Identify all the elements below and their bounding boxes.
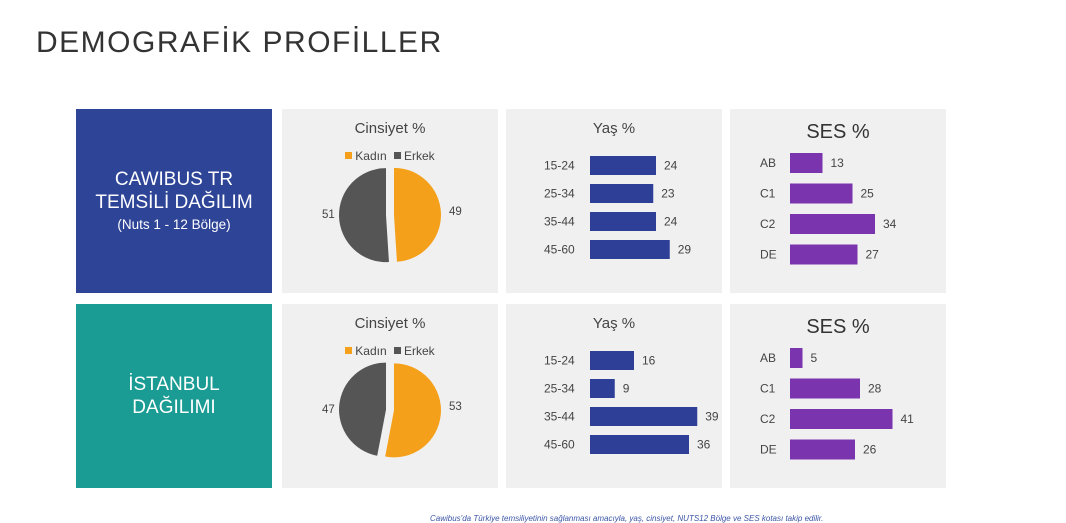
bar <box>590 156 656 175</box>
bar-value-label: 24 <box>664 159 678 173</box>
gender-panel: Cinsiyet % Kadın Erkek 51 49 <box>282 109 498 293</box>
gender-pie <box>339 167 441 263</box>
legend-male-label: Erkek <box>404 149 435 163</box>
bar-value-label: 25 <box>861 187 875 201</box>
ses-bar-chart: AB 13 C1 25 C2 34 DE 27 <box>760 153 897 265</box>
bar <box>590 184 654 203</box>
bar <box>590 212 656 231</box>
bar-value-label: 13 <box>831 156 845 170</box>
bar-value-label: 28 <box>868 382 882 396</box>
ses-chart-title: SES % <box>806 121 870 143</box>
gender-legend: Kadın Erkek <box>282 149 498 163</box>
pie-slice-male <box>339 168 389 263</box>
gender-chart-title: Cinsiyet % <box>354 315 426 332</box>
footnote: Cawibus'da Türkiye temsiliyetinin sağlan… <box>430 514 824 523</box>
gender-pie <box>339 362 441 458</box>
bar-category-label: AB <box>760 156 776 170</box>
ses-chart-title: SES % <box>806 316 870 338</box>
bar-category-label: 35-44 <box>544 410 575 424</box>
row-label-box: CAWIBUS TR TEMSİLİ DAĞILIM (Nuts 1 - 12 … <box>76 109 272 293</box>
bar <box>590 435 689 454</box>
bar <box>790 348 803 368</box>
pie-slice-male <box>339 362 387 456</box>
bar-category-label: DE <box>760 248 777 262</box>
bar-category-label: C2 <box>760 217 776 231</box>
ses-bar-chart: AB 5 C1 28 C2 41 DE 26 <box>760 348 915 460</box>
bar-category-label: 45-60 <box>544 243 575 257</box>
bar-value-label: 29 <box>678 243 692 257</box>
gender-chart-title: Cinsiyet % <box>354 120 426 137</box>
bar-value-label: 41 <box>901 412 915 426</box>
row-turkey: CAWIBUS TR TEMSİLİ DAĞILIM (Nuts 1 - 12 … <box>76 109 946 295</box>
pie-label-female: 49 <box>449 206 462 218</box>
legend-female-label: Kadın <box>355 344 387 358</box>
age-panel: Yaş % 15-24 24 25-34 23 35-44 24 45-60 29 <box>506 109 722 293</box>
row-label-line1: CAWIBUS TR <box>114 168 234 190</box>
ses-panel: SES % AB 5 C1 28 C2 41 DE 26 <box>730 304 946 488</box>
gender-legend: Kadın Erkek <box>282 344 498 358</box>
legend-female: Kadın <box>345 149 387 163</box>
bar-value-label: 34 <box>883 217 897 231</box>
bar-category-label: 15-24 <box>544 354 575 368</box>
gender-panel: Cinsiyet % Kadın Erkek 47 53 <box>282 304 498 488</box>
page-title: DEMOGRAFİK PROFİLLER <box>36 26 443 59</box>
row-label-line2: TEMSİLİ DAĞILIM <box>95 191 253 213</box>
bar <box>590 240 670 259</box>
pie-slice-female <box>385 363 441 458</box>
age-bar-chart: 15-24 24 25-34 23 35-44 24 45-60 29 <box>544 156 692 259</box>
pie-label-male: 51 <box>322 209 335 221</box>
bar <box>590 351 634 370</box>
legend-female: Kadın <box>345 344 387 358</box>
row-label-line2: DAĞILIMI <box>132 397 216 418</box>
age-bar-chart: 15-24 16 25-34 9 35-44 39 45-60 36 <box>544 351 719 454</box>
bar <box>790 183 853 204</box>
bar-value-label: 24 <box>664 215 678 229</box>
bar-value-label: 39 <box>705 410 719 424</box>
bar <box>790 153 823 173</box>
bar-category-label: 25-34 <box>544 382 575 396</box>
pie-label-male: 47 <box>322 404 335 416</box>
bar-category-label: 15-24 <box>544 159 575 173</box>
pie-slice-female <box>393 167 441 262</box>
bar-value-label: 36 <box>697 438 711 452</box>
bar-category-label: AB <box>760 351 776 365</box>
bar-category-label: C2 <box>760 412 776 426</box>
row-label-box: İSTANBUL DAĞILIMI <box>76 304 272 488</box>
bar <box>790 378 860 399</box>
age-chart-title: Yaş % <box>592 120 636 137</box>
pie-label-female: 53 <box>449 401 462 413</box>
bar-value-label: 9 <box>623 382 630 396</box>
bar-value-label: 5 <box>811 351 818 365</box>
bar-value-label: 27 <box>866 248 880 262</box>
row-istanbul: İSTANBUL DAĞILIMI Cinsiyet % Kadın Erkek… <box>76 304 946 490</box>
legend-female-label: Kadın <box>355 149 387 163</box>
row-label-line1: İSTANBUL <box>128 374 220 395</box>
legend-female-swatch <box>345 347 353 354</box>
bar-value-label: 26 <box>863 443 877 457</box>
legend-male: Erkek <box>394 344 435 358</box>
bar-category-label: 35-44 <box>544 215 575 229</box>
bar-value-label: 23 <box>661 187 675 201</box>
age-chart-title: Yaş % <box>592 315 636 332</box>
legend-female-swatch <box>345 152 353 159</box>
row-label-line3: (Nuts 1 - 12 Bölge) <box>117 216 231 232</box>
bar <box>790 409 893 429</box>
legend-male: Erkek <box>394 149 435 163</box>
bar-category-label: 45-60 <box>544 438 575 452</box>
bar-category-label: 25-34 <box>544 187 575 201</box>
legend-male-swatch <box>394 152 401 159</box>
bar <box>790 214 875 234</box>
bar <box>790 439 855 460</box>
age-panel: Yaş % 15-24 16 25-34 9 35-44 39 45-60 36 <box>506 304 722 488</box>
bar-value-label: 16 <box>642 354 656 368</box>
legend-male-label: Erkek <box>404 344 435 358</box>
bar-category-label: DE <box>760 443 777 457</box>
bar <box>590 407 698 426</box>
bar <box>790 244 858 265</box>
ses-panel: SES % AB 13 C1 25 C2 34 DE 27 <box>730 109 946 293</box>
bar-category-label: C1 <box>760 382 776 396</box>
bar-category-label: C1 <box>760 187 776 201</box>
legend-male-swatch <box>394 347 401 354</box>
bar <box>590 379 615 398</box>
